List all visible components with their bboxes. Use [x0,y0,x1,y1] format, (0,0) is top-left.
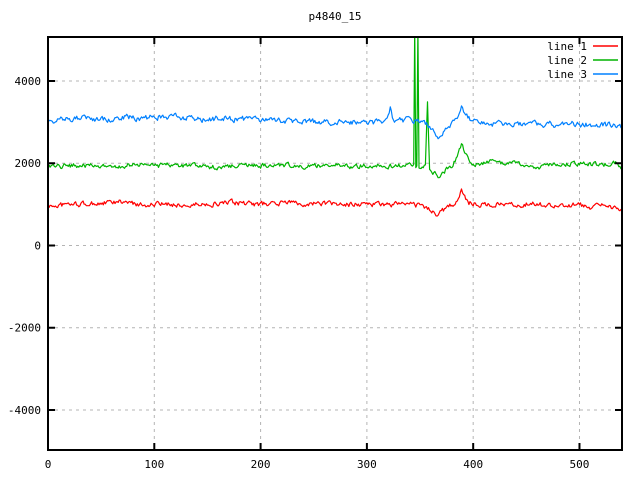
legend-line-samples [593,45,618,75]
legend-label-line-3: line 3 [547,68,587,81]
chart-title: p4840_15 [309,10,362,23]
data-series [48,37,622,217]
x-tick-label-100: 100 [144,458,164,471]
legend-label-line-2: line 2 [547,54,587,67]
x-tick-label-300: 300 [357,458,377,471]
x-tick-label-0: 0 [45,458,52,471]
y-tick-label-2000: 2000 [15,157,42,170]
series-path-line-1 [48,188,622,217]
series-path-line-3 [48,105,622,140]
plot-border [47,36,623,451]
y-tick-label--4000: -4000 [8,404,41,417]
y-tick-label-4000: 4000 [15,75,42,88]
y-tick-label-0: 0 [34,239,41,252]
x-tick-label-200: 200 [251,458,271,471]
legend-label-line-1: line 1 [547,40,587,53]
legend: line 1 line 2 line 3 [547,40,618,81]
y-tick-label--2000: -2000 [8,322,41,335]
x-tick-label-400: 400 [463,458,483,471]
series-path-line-2 [48,37,622,179]
grid-lines [48,37,622,450]
axes: 0 100 200 300 400 500 -4000 -2000 0 2000 4000 [8,36,623,471]
x-tick-label-500: 500 [570,458,590,471]
